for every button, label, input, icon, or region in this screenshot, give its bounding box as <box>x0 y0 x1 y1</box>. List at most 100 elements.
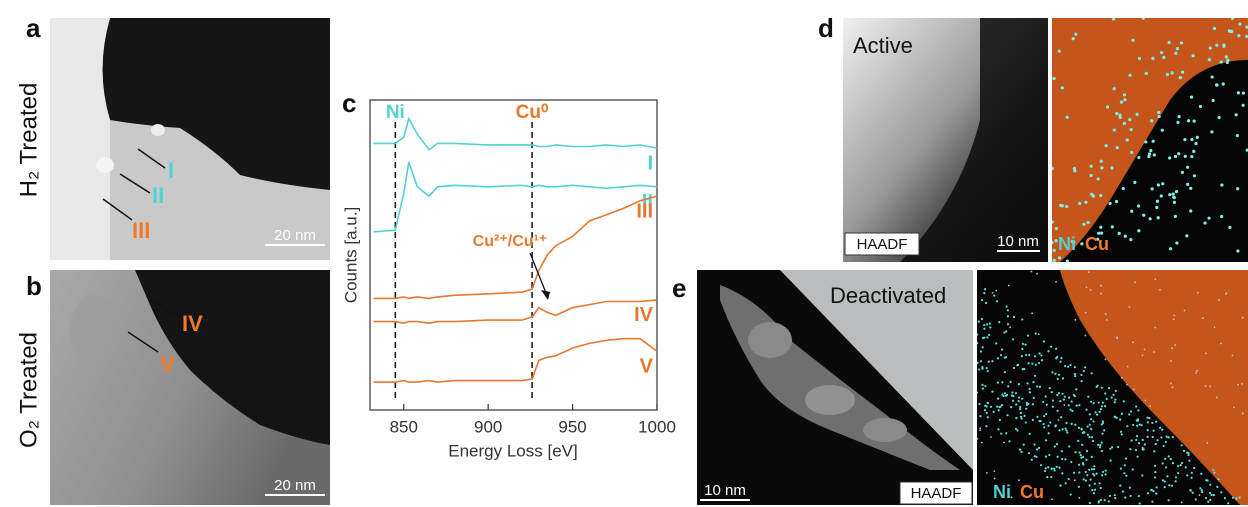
speckle <box>1117 445 1120 449</box>
speckle <box>986 401 989 404</box>
speckle <box>1207 500 1210 503</box>
speckle <box>1085 408 1088 411</box>
speckle <box>1097 401 1100 404</box>
speckle <box>977 320 981 323</box>
speckle <box>1020 355 1023 358</box>
speckle <box>1201 490 1204 494</box>
speckle <box>1042 340 1045 343</box>
speckle <box>1031 418 1035 421</box>
speckle <box>1051 498 1053 501</box>
speckle <box>1121 490 1125 493</box>
speckle <box>1061 457 1064 461</box>
speckle <box>1022 443 1025 446</box>
speckle <box>1033 374 1037 377</box>
speckle <box>1182 449 1186 452</box>
speckle <box>1112 128 1116 132</box>
speckle <box>1190 137 1194 142</box>
spot-label: IV <box>182 311 203 336</box>
speckle <box>1104 473 1107 476</box>
speckle <box>1034 363 1037 366</box>
speckle <box>1100 405 1103 408</box>
speckle <box>1028 387 1031 390</box>
speckle <box>1021 342 1024 346</box>
speckle <box>1245 25 1248 29</box>
speckle <box>1156 439 1159 442</box>
speckle <box>1148 416 1151 420</box>
speckle <box>1179 464 1182 467</box>
speckle <box>1183 138 1187 142</box>
speckle <box>986 370 989 373</box>
image-d-map <box>1052 18 1248 262</box>
condition-label: Active <box>853 33 913 58</box>
speckle <box>1015 403 1018 406</box>
speckle <box>996 405 999 408</box>
speckle <box>1173 154 1178 159</box>
speckle <box>1021 368 1024 371</box>
speckle <box>1133 180 1137 184</box>
speckle <box>1090 455 1093 458</box>
speckle <box>1152 429 1155 432</box>
speckle <box>1171 462 1175 465</box>
speckle <box>1135 435 1139 438</box>
panel-letter: c <box>342 88 356 118</box>
speckle <box>1088 423 1091 426</box>
speckle <box>1019 405 1022 409</box>
speckle <box>1241 382 1244 385</box>
speckle <box>1019 448 1022 451</box>
speckle <box>1241 412 1244 415</box>
speckle <box>1112 87 1116 91</box>
speckle <box>1185 234 1189 238</box>
speckle <box>983 327 986 330</box>
speckle <box>996 357 1000 360</box>
speckle <box>1191 54 1195 58</box>
speckle <box>1137 229 1141 233</box>
speckle <box>981 346 984 349</box>
speckle <box>1151 421 1154 425</box>
speckle <box>1209 385 1212 388</box>
speckle <box>1172 200 1177 204</box>
speckle <box>1164 457 1167 460</box>
speckle <box>1128 118 1132 122</box>
speckle <box>1190 476 1193 479</box>
speckle <box>1101 470 1105 474</box>
speckle <box>1084 334 1087 337</box>
speckle <box>1137 155 1141 160</box>
speckle <box>1099 443 1102 447</box>
speckle <box>1121 377 1123 379</box>
speckle <box>1098 410 1101 413</box>
speckle <box>1119 418 1122 421</box>
speckle <box>1114 199 1119 204</box>
speckle <box>1126 425 1129 428</box>
reference-label: Cu⁰ <box>516 102 549 123</box>
speckle <box>1217 478 1220 481</box>
speckle <box>1128 486 1131 489</box>
speckle <box>1035 448 1039 451</box>
speckle <box>1082 369 1085 373</box>
speckle <box>1223 497 1227 500</box>
speckle <box>1241 91 1245 95</box>
speckle <box>1070 422 1073 426</box>
speckle <box>988 333 991 337</box>
speckle <box>1025 407 1028 410</box>
speckle <box>1052 241 1054 245</box>
speckle <box>980 317 983 321</box>
speckle <box>1086 433 1090 436</box>
speckle <box>1227 502 1230 505</box>
speckle <box>1061 428 1064 431</box>
mode-label: HAADF <box>911 485 962 502</box>
speckle <box>1189 209 1193 213</box>
speckle <box>1143 443 1146 446</box>
speckle <box>1179 41 1184 45</box>
speckle <box>1052 220 1054 224</box>
speckle <box>1044 439 1048 442</box>
speckle <box>1173 314 1176 317</box>
speckle <box>1047 466 1050 469</box>
speckle <box>1050 391 1053 394</box>
speckle <box>1173 214 1177 218</box>
speckle <box>1060 86 1064 90</box>
speckle <box>1131 468 1134 471</box>
speckle <box>1099 193 1103 198</box>
speckle <box>1231 496 1235 499</box>
speckle <box>1241 316 1244 319</box>
speckle <box>1052 467 1056 470</box>
